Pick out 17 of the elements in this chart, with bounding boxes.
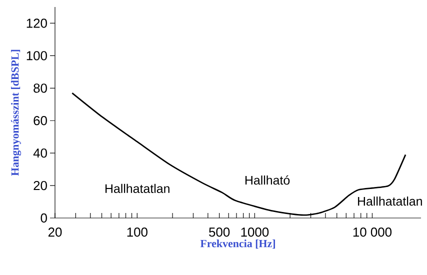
y-tick-label: 120 (26, 18, 47, 28)
x-tick-label: 100 (127, 228, 148, 237)
x-tick-label: 1000 (241, 228, 269, 237)
x-tick-label: 500 (209, 228, 230, 237)
y-tick-label: 100 (26, 51, 47, 60)
x-tick-label: 20 (48, 228, 62, 237)
annotation: Hallhatatlan (105, 184, 170, 194)
x-axis-title: Frekvencia [Hz] (200, 240, 275, 249)
y-tick-label: 40 (33, 148, 47, 158)
y-tick-label: 80 (34, 84, 47, 93)
x-tick-label: 10 000 (353, 228, 392, 237)
y-tick-label: 0 (40, 213, 47, 223)
annotation: Hallhatatlan (358, 196, 422, 206)
y-tick-label: 20 (34, 180, 47, 190)
y-tick-label: 60 (34, 116, 47, 126)
y-axis-title: Hangnyomásszint [dBSPL] (11, 50, 22, 176)
annotation: Hallható (245, 175, 290, 185)
